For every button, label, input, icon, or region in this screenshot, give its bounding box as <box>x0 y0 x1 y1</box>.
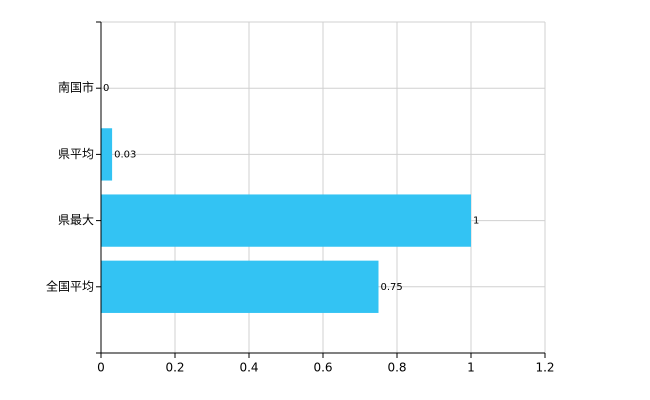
y-tick-label: 全国平均 <box>46 278 94 293</box>
x-tick-label: 1 <box>467 361 475 375</box>
bar <box>101 194 471 247</box>
value-label: 1 <box>473 216 479 227</box>
y-tick-label: 南国市 <box>58 80 94 95</box>
x-tick-label: 1.2 <box>535 361 554 375</box>
value-label: 0 <box>103 83 109 94</box>
bar <box>101 128 113 181</box>
x-tick-label: 0.2 <box>165 361 184 375</box>
x-tick-label: 0 <box>97 361 105 375</box>
value-label: 0.75 <box>381 282 403 293</box>
y-tick-label: 県最大 <box>58 213 94 227</box>
bar <box>101 260 379 313</box>
x-tick-label: 0.6 <box>313 361 332 375</box>
x-tick-label: 0.4 <box>239 361 258 375</box>
y-tick-label: 県平均 <box>58 147 94 161</box>
value-label: 0.03 <box>114 149 136 160</box>
x-tick-label: 0.8 <box>387 361 406 375</box>
